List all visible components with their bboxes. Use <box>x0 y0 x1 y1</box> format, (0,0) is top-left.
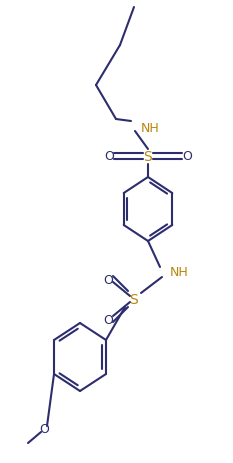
Text: O: O <box>103 273 113 286</box>
Text: S: S <box>144 150 152 163</box>
Text: NH: NH <box>141 121 160 134</box>
Text: O: O <box>104 150 114 163</box>
Text: O: O <box>103 313 113 326</box>
Text: NH: NH <box>170 265 189 278</box>
Text: O: O <box>39 423 49 436</box>
Text: O: O <box>182 150 192 163</box>
Text: S: S <box>129 292 137 307</box>
